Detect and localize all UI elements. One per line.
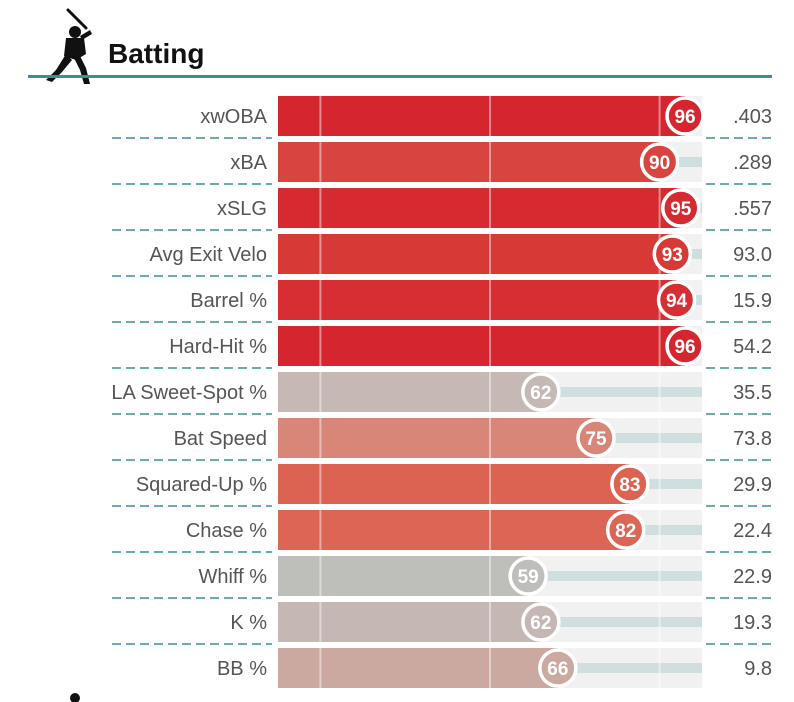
metric-value: .289 [733, 152, 772, 174]
percentile-track-line [659, 157, 702, 167]
percentile-label: 62 [530, 613, 551, 634]
metric-label: xBA [230, 152, 267, 174]
percentile-markers: 96 90 95 93 94 96 62 75 83 82 59 62 66 [508, 96, 705, 688]
percentile-label: 83 [619, 475, 640, 496]
metric-value: 54.2 [733, 336, 772, 358]
percentile-label: 75 [585, 429, 607, 450]
percentile-marker [639, 142, 680, 182]
metric-value: 73.8 [733, 428, 772, 450]
percentile-label: 59 [518, 567, 539, 588]
percentile-label: 66 [547, 659, 568, 680]
metric-value: .557 [733, 198, 772, 220]
metric-label: BB % [217, 658, 267, 680]
percentile-track-line [540, 617, 702, 627]
percentile-marker [508, 556, 548, 596]
percentile-marker [661, 188, 701, 228]
percentile-track-line [625, 525, 702, 535]
metric-value: 29.9 [733, 474, 772, 496]
metric-label: Barrel % [190, 290, 267, 312]
metric-value: 19.3 [733, 612, 772, 634]
percentile-bar [278, 556, 529, 596]
footer-batter-fragment [70, 693, 80, 702]
metric-label: xwOBA [200, 106, 267, 128]
percentile-label: 96 [674, 337, 695, 358]
percentile-track-line [528, 571, 702, 581]
metric-value: 35.5 [733, 382, 772, 404]
metric-value: 22.9 [733, 566, 772, 588]
percentile-bar [278, 142, 660, 182]
percentile-bar [278, 96, 686, 136]
reference-lines [319, 96, 661, 694]
metric-label: LA Sweet-Spot % [111, 382, 267, 404]
percentile-bar [278, 326, 686, 366]
percentile-bar [278, 602, 541, 642]
metric-value: 15.9 [733, 290, 772, 312]
percentile-label: 82 [615, 521, 636, 542]
percentile-marker [521, 602, 561, 642]
percentile-marker [576, 418, 616, 458]
percentile-bar [278, 648, 558, 688]
percentile-bar [278, 372, 541, 412]
percentile-bar [278, 464, 630, 504]
percentile-track-line [596, 433, 702, 443]
percentile-marker [521, 372, 561, 412]
metric-label: xSLG [217, 198, 267, 220]
percentile-marker [656, 280, 697, 320]
header: Batting [28, 8, 772, 84]
percentile-marker [605, 510, 646, 550]
batter-silhouette-icon [46, 8, 92, 84]
percentile-label: 96 [674, 107, 695, 128]
percentile-track-line [557, 663, 702, 673]
percentile-bar [278, 418, 596, 458]
percentile-marker [652, 234, 693, 274]
percentile-marker [538, 648, 578, 688]
metric-value: 9.8 [744, 658, 772, 680]
metric-label: K % [230, 612, 267, 634]
percentile-bar [278, 510, 626, 550]
metric-label: Bat Speed [174, 428, 267, 450]
metric-value: 22.4 [733, 520, 772, 542]
percentile-label: 94 [666, 291, 688, 312]
percentile-label: 93 [662, 245, 683, 266]
percentile-bar [278, 188, 681, 228]
percentile-marker [665, 326, 705, 366]
percentile-label: 62 [530, 383, 551, 404]
metric-label: Squared-Up % [136, 474, 267, 496]
chart-rows: xwOBA .403 xBA .289 xSLG .557 Avg Exit Velo 93.… [111, 96, 772, 688]
percentile-bar [278, 234, 673, 274]
metric-label: Chase % [186, 520, 267, 542]
percentile-label: 95 [670, 199, 692, 220]
percentile-track-line [540, 387, 702, 397]
metric-value: .403 [733, 106, 772, 128]
percentile-marker [610, 464, 650, 504]
header-underline [28, 75, 772, 78]
percentile-label: 90 [649, 153, 670, 174]
page-title: Batting [108, 38, 204, 69]
metric-value: 93.0 [733, 244, 772, 266]
percentile-track-line [629, 479, 702, 489]
metric-label: Whiff % [198, 566, 267, 588]
metric-label: Avg Exit Velo [150, 244, 267, 266]
metric-label: Hard-Hit % [169, 336, 267, 358]
percentile-bar [278, 280, 677, 320]
percentile-marker [665, 96, 705, 136]
